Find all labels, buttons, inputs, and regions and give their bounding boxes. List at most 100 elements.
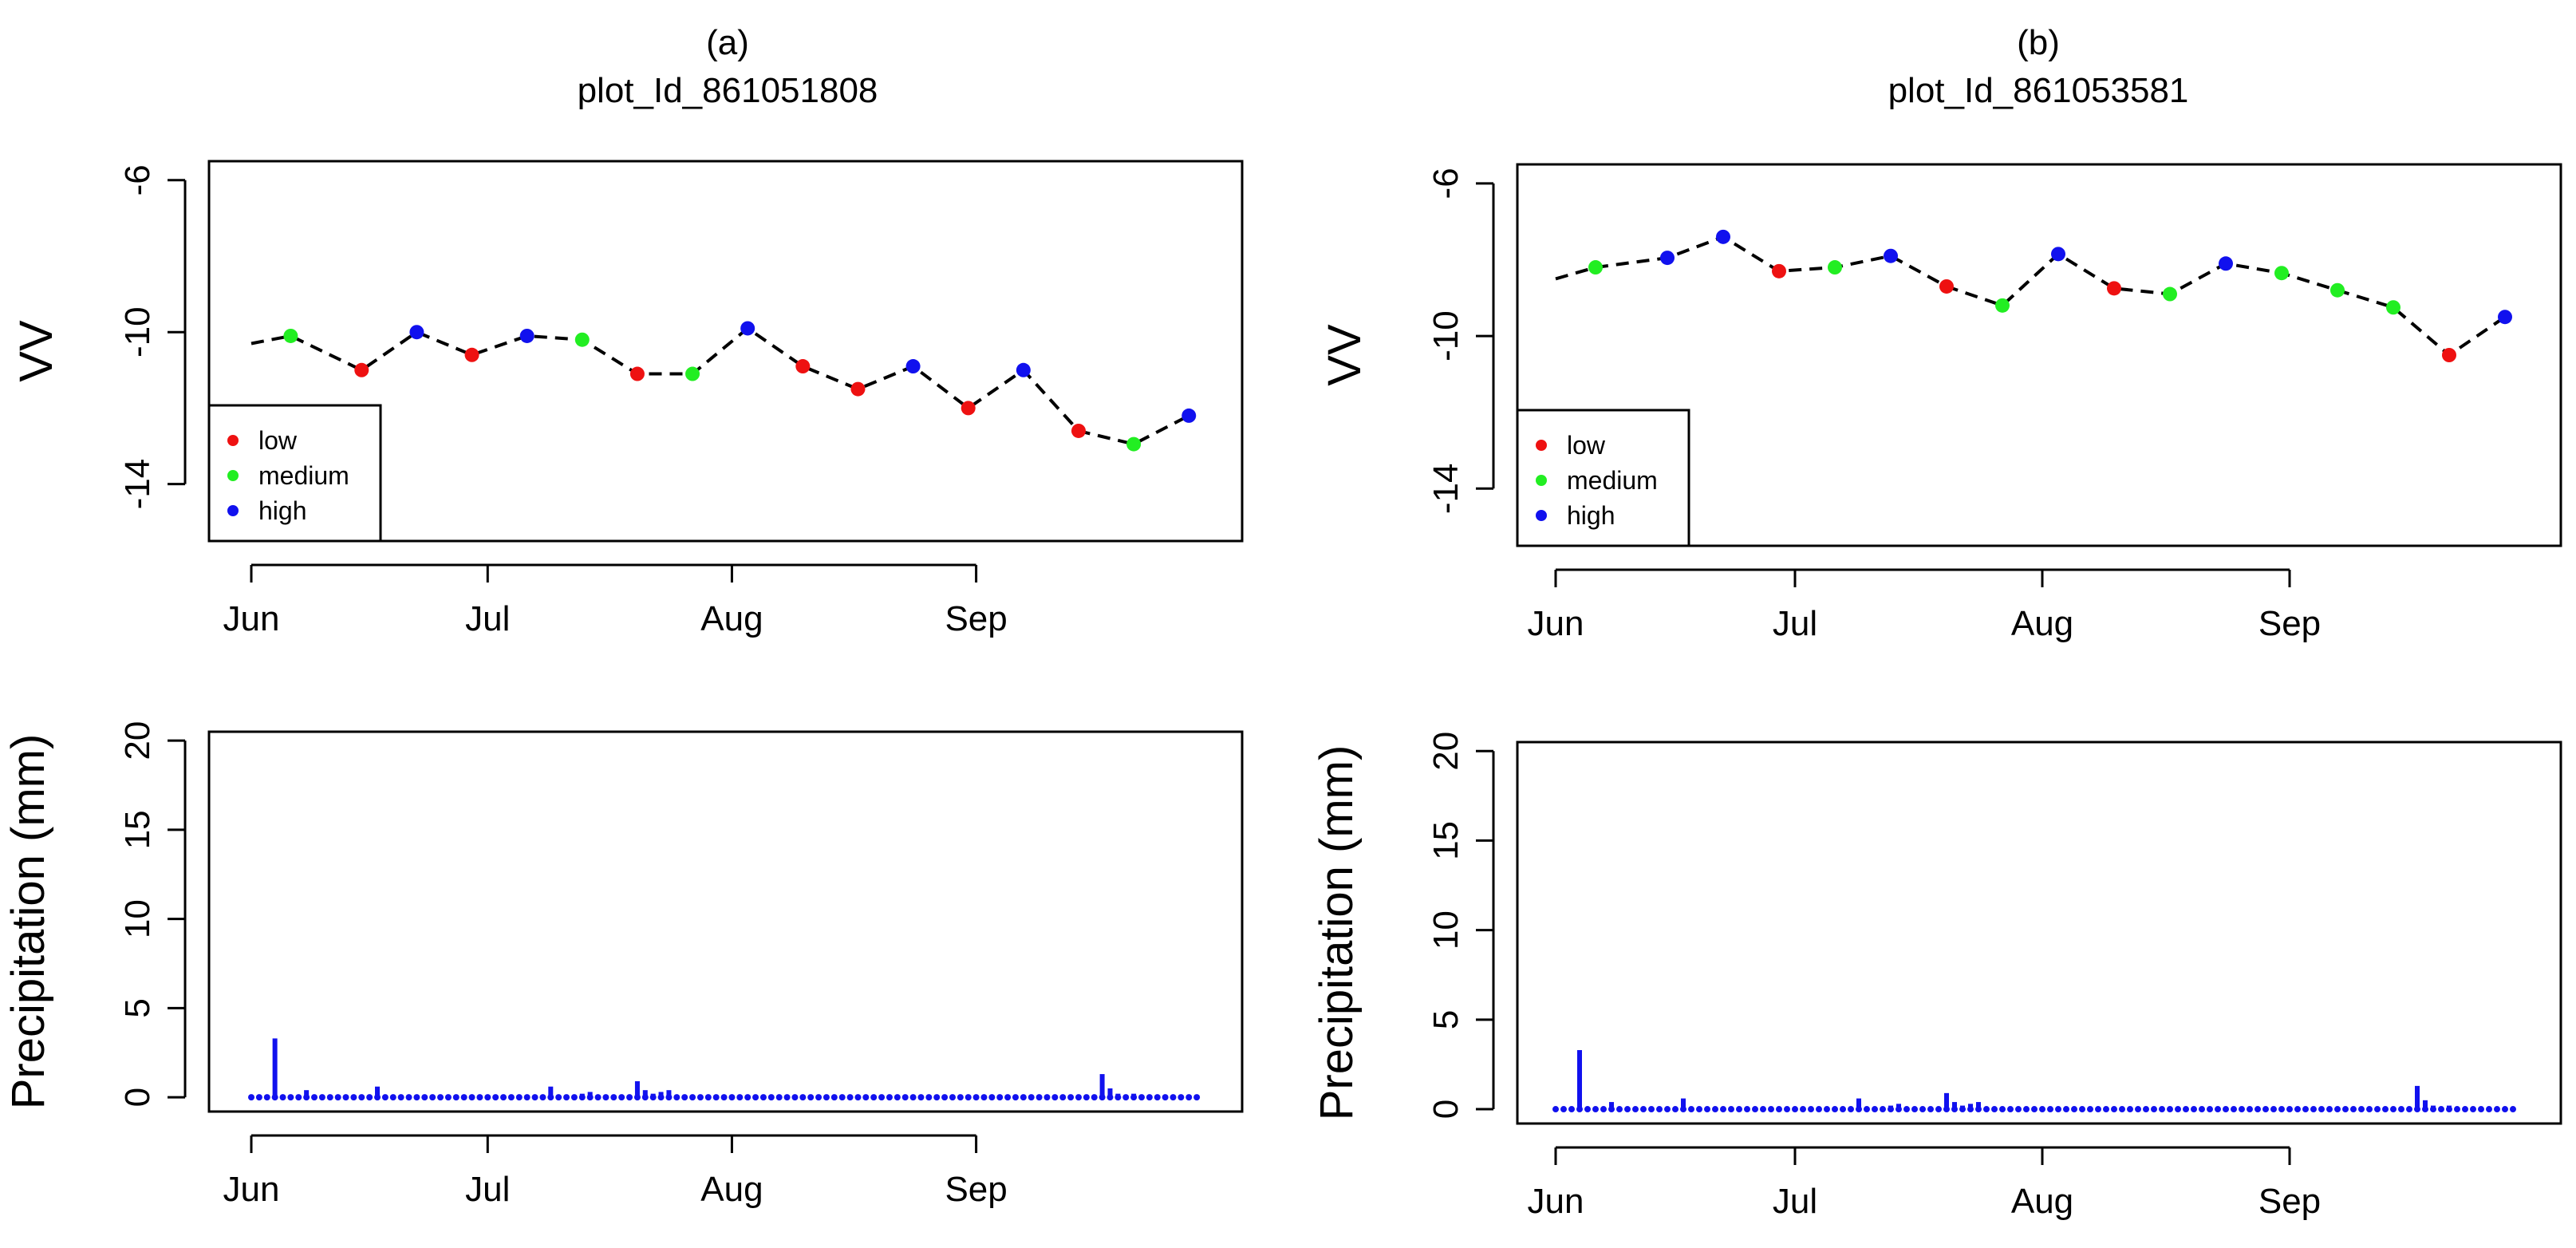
- precip-point: [1552, 1106, 1559, 1113]
- precip-point: [468, 1094, 475, 1101]
- precip-point: [2199, 1106, 2205, 1113]
- vv-series-line: [250, 326, 1190, 446]
- precip-point: [933, 1094, 941, 1101]
- precip-point: [1178, 1094, 1185, 1101]
- precip-point: [476, 1094, 483, 1101]
- precip-point: [1122, 1094, 1130, 1101]
- legend-marker-medium: [227, 470, 239, 481]
- precip-point: [2254, 1106, 2261, 1113]
- precip-point: [429, 1094, 436, 1101]
- precip-point: [2294, 1106, 2301, 1113]
- precip-point: [507, 1094, 515, 1101]
- precip-point: [807, 1094, 815, 1101]
- precip-point: [1728, 1106, 1734, 1113]
- y-tick-label: 10: [118, 899, 157, 938]
- vv-point-low: [629, 366, 645, 381]
- precip-point: [2350, 1106, 2357, 1113]
- precip-point: [1170, 1094, 1177, 1101]
- legend-label-high: high: [1567, 501, 1615, 530]
- x-tick-label: Sep: [945, 599, 1007, 638]
- precip-point: [2015, 1106, 2022, 1113]
- precip-point: [570, 1094, 578, 1101]
- precip-point: [2079, 1106, 2085, 1113]
- precip-point: [767, 1094, 775, 1101]
- y-tick-label: -10: [1426, 310, 1466, 361]
- precip-point: [2366, 1106, 2373, 1113]
- precip-point: [1840, 1106, 1846, 1113]
- precip-point: [673, 1094, 680, 1101]
- x-tick-label: Aug: [2011, 604, 2073, 643]
- precip-point: [641, 1094, 649, 1101]
- precip-point: [523, 1094, 531, 1101]
- precip-point: [1004, 1094, 1012, 1101]
- precip-point: [1776, 1106, 1782, 1113]
- precip-point: [665, 1094, 673, 1101]
- precip-point: [2422, 1106, 2428, 1113]
- vv-point-low: [850, 381, 866, 397]
- x-tick-label: Jul: [1773, 1182, 1817, 1221]
- legend-marker-low: [1536, 440, 1547, 451]
- precip-point: [405, 1094, 412, 1101]
- precip-point: [2286, 1106, 2293, 1113]
- precip-point: [1824, 1106, 1830, 1113]
- precip-point: [1680, 1106, 1686, 1113]
- vv-point-high: [1016, 362, 1031, 377]
- precip-point: [2270, 1106, 2277, 1113]
- precip-point: [2183, 1106, 2189, 1113]
- plot-frame-b: [1516, 163, 2562, 547]
- precip-point: [1872, 1106, 1878, 1113]
- vv-point-medium: [685, 366, 700, 381]
- vv-series-line: [1555, 235, 2507, 357]
- vv-point-low: [2107, 281, 2121, 296]
- precip-point: [1028, 1094, 1035, 1101]
- precip-point: [2047, 1106, 2053, 1113]
- x-tick-label: Jul: [465, 1170, 510, 1209]
- precip-point: [1792, 1106, 1798, 1113]
- precip-point: [823, 1094, 830, 1101]
- precip-point: [1114, 1094, 1122, 1101]
- precip-point: [791, 1094, 799, 1101]
- precip-point: [988, 1094, 996, 1101]
- precip-point: [2023, 1106, 2030, 1113]
- precip-point: [295, 1094, 302, 1101]
- precip-point: [2135, 1106, 2141, 1113]
- precip-point: [1568, 1106, 1575, 1113]
- precip-point: [1704, 1106, 1710, 1113]
- precip-point: [287, 1094, 294, 1101]
- precip-point: [594, 1094, 602, 1101]
- precip-point: [2310, 1106, 2317, 1113]
- precip-point: [555, 1094, 562, 1101]
- precip-point: [452, 1094, 460, 1101]
- precip-point: [397, 1094, 404, 1101]
- precip-point: [1584, 1106, 1591, 1113]
- precip-point: [712, 1094, 720, 1101]
- precip-point: [1083, 1094, 1090, 1101]
- precip-point: [1927, 1106, 1934, 1113]
- y-tick-label: 20: [118, 721, 157, 760]
- precip-point: [1864, 1106, 1870, 1113]
- vv-point-low: [1772, 263, 1786, 278]
- precip-point: [2510, 1106, 2516, 1113]
- precip-point: [1808, 1106, 1814, 1113]
- precip-point: [1130, 1094, 1138, 1101]
- precip-point: [515, 1094, 523, 1101]
- precip-point: [996, 1094, 1004, 1101]
- vv-point-high: [1884, 248, 1898, 263]
- precip-point: [783, 1094, 791, 1101]
- legend-label-medium: medium: [1567, 466, 1658, 495]
- precip-point: [2191, 1106, 2197, 1113]
- precip-point: [1696, 1106, 1702, 1113]
- precip-point: [500, 1094, 507, 1101]
- precip-point: [2486, 1106, 2492, 1113]
- precip-point: [2143, 1106, 2149, 1113]
- precip-point: [271, 1094, 278, 1101]
- precip-point: [1880, 1106, 1886, 1113]
- precip-point: [1911, 1106, 1918, 1113]
- precip-point: [263, 1094, 270, 1101]
- precip-point: [318, 1094, 325, 1101]
- precip-point: [925, 1094, 933, 1101]
- precip-point: [2462, 1106, 2468, 1113]
- precip-point: [1067, 1094, 1075, 1101]
- vv-point-medium: [1588, 260, 1603, 275]
- y-axis-title-b: VV: [1319, 324, 1371, 386]
